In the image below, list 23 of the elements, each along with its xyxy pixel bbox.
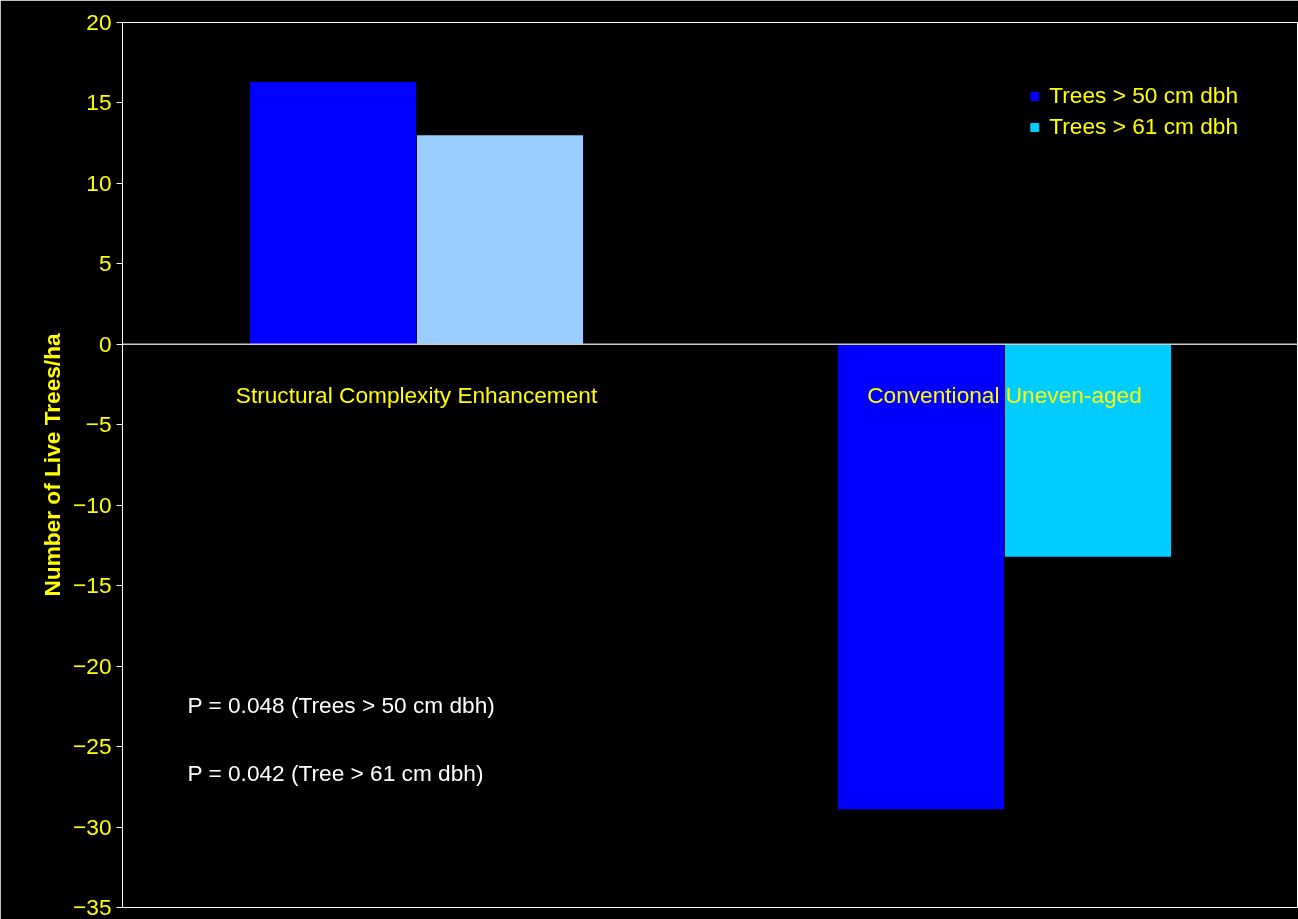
annotation: P = 0.048 (Trees > 50 cm dbh) — [187, 691, 495, 718]
y-tick-label: −10 — [73, 491, 112, 518]
y-tick-label: 5 — [98, 250, 112, 277]
annotation: P = 0.042 (Tree > 61 cm dbh) — [187, 759, 484, 786]
y-tick-label: 0 — [98, 330, 112, 357]
y-tick-label: 20 — [86, 9, 112, 35]
bar — [416, 135, 584, 345]
x-tick-label: Conventional Uneven-aged — [867, 382, 1142, 409]
y-tick-label: −20 — [73, 652, 112, 679]
y-tick-label: 15 — [86, 89, 112, 116]
y-tick-label: −30 — [73, 813, 112, 840]
y-tick-label: −35 — [73, 894, 112, 919]
y-tick-label: −25 — [73, 733, 112, 760]
legend-label: Trees > 50 cm dbh — [1049, 82, 1238, 109]
bar — [837, 344, 1005, 810]
y-tick-label: −15 — [73, 572, 112, 599]
bar — [1004, 344, 1172, 557]
bar — [249, 82, 417, 345]
y-axis-title: Number of Live Trees/ha — [39, 333, 66, 597]
x-tick-label: Structural Complexity Enhancement — [235, 382, 598, 409]
legend-label: Trees > 61 cm dbh — [1049, 113, 1238, 140]
y-tick-label: −5 — [85, 411, 112, 438]
y-tick-label: 10 — [86, 169, 112, 196]
